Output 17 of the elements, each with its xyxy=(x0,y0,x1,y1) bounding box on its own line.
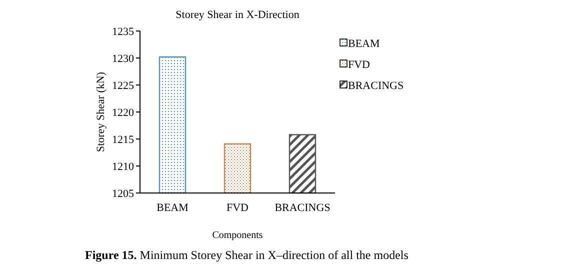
legend-label: BEAM xyxy=(348,38,380,50)
y-tick-label: 1220 xyxy=(112,106,134,119)
y-tick-label: 1235 xyxy=(112,26,134,38)
y-tick-label: 1225 xyxy=(112,80,134,92)
y-tick-label: 1210 xyxy=(112,160,134,173)
y-tick-label: 1230 xyxy=(112,52,134,65)
y-tick-label: 1205 xyxy=(112,188,134,200)
legend-label: BRACINGS xyxy=(348,80,404,92)
x-tick-label: FVD xyxy=(226,202,249,214)
x-tick-label: BEAM xyxy=(156,202,189,214)
y-axis-title: Storey Shear (kN) xyxy=(95,72,107,152)
y-tick-label: 1215 xyxy=(112,134,134,146)
x-tick-label: BRACINGS xyxy=(274,202,330,214)
caption: Figure 15. Minimum Storey Shear in X–direction of all the models xyxy=(85,248,409,262)
chart-title: Storey Shear in X-Direction xyxy=(176,9,300,21)
legend-label: FVD xyxy=(348,58,370,71)
x-axis-title: Components xyxy=(212,230,263,241)
